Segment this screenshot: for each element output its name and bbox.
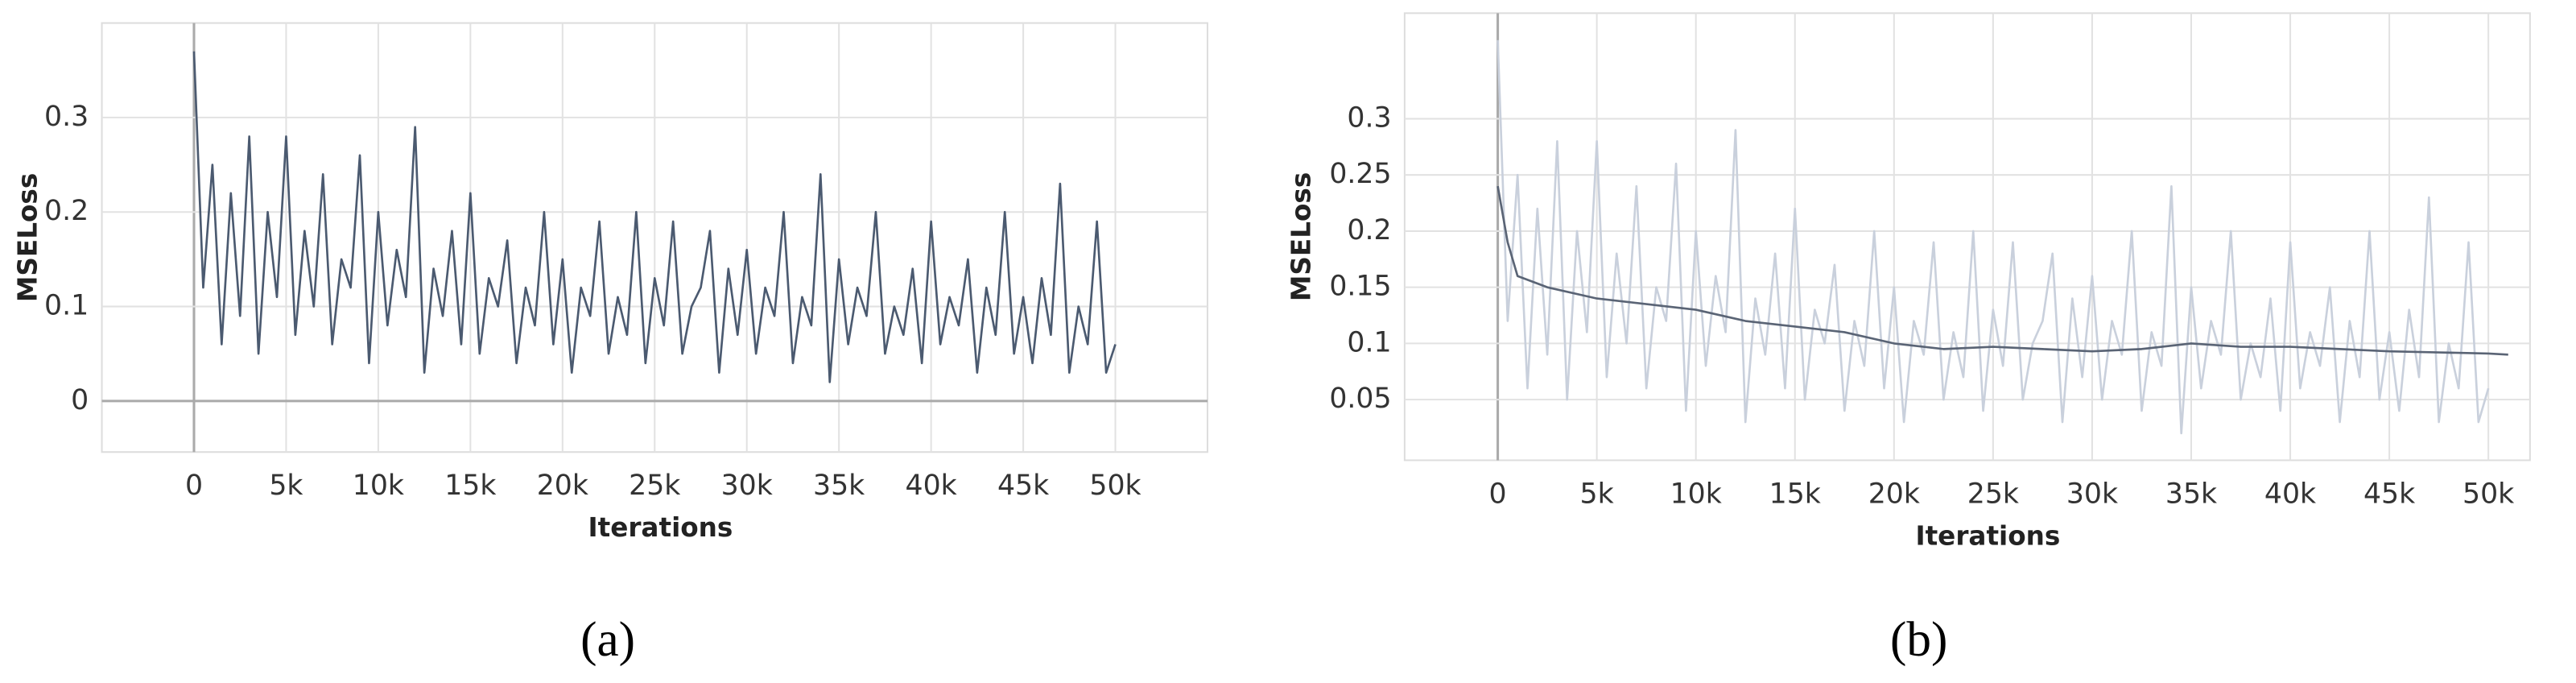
x-tick-label: 30k xyxy=(721,470,773,502)
y-tick-label: 0.3 xyxy=(44,101,89,133)
x-tick-label: 20k xyxy=(1868,478,1920,510)
y-tick-label: 0.05 xyxy=(1329,383,1391,415)
caption: (b) xyxy=(1890,612,1947,667)
x-tick-label: 35k xyxy=(2165,478,2217,510)
y-tick-label: 0.2 xyxy=(44,195,89,227)
x-tick-label: 35k xyxy=(813,470,865,502)
x-tick-label: 40k xyxy=(2264,478,2316,510)
y-tick-label: 0.15 xyxy=(1329,271,1391,303)
x-axis-label: Iterations xyxy=(1915,520,2060,551)
x-tick-label: 50k xyxy=(1089,470,1141,502)
x-tick-label: 5k xyxy=(1580,478,1614,510)
x-tick-label: 10k xyxy=(1670,478,1722,510)
y-tick-label: 0.1 xyxy=(1347,326,1391,358)
loss-line xyxy=(1496,185,2508,356)
x-tick-label: 25k xyxy=(1967,478,2019,510)
caption: (a) xyxy=(580,612,635,667)
x-tick-label: 5k xyxy=(269,470,303,502)
y-tick-label: 0 xyxy=(71,384,89,416)
y-tick-label: 0.3 xyxy=(1347,101,1391,134)
loss-line xyxy=(1496,39,2490,435)
y-axis-label: MSELoss xyxy=(1286,172,1316,301)
x-tick-label: 10k xyxy=(353,470,404,502)
y-tick-label: 0.2 xyxy=(1347,214,1391,246)
x-tick-label: 50k xyxy=(2462,478,2514,510)
x-tick-label: 45k xyxy=(2363,478,2415,510)
x-axis-label: Iterations xyxy=(588,512,733,543)
plot-frame xyxy=(1403,12,2531,462)
x-tick-label: 15k xyxy=(1769,478,1821,510)
x-tick-label: 30k xyxy=(2066,478,2118,510)
x-tick-label: 0 xyxy=(1489,478,1507,510)
x-tick-label: 45k xyxy=(997,470,1049,502)
x-tick-label: 0 xyxy=(185,470,203,502)
x-tick-label: 15k xyxy=(444,470,496,502)
y-tick-label: 0.1 xyxy=(44,290,89,322)
loss-line xyxy=(192,51,1117,383)
x-tick-label: 20k xyxy=(537,470,588,502)
x-tick-label: 40k xyxy=(906,470,957,502)
y-tick-label: 0.25 xyxy=(1329,158,1391,190)
y-axis-label: MSELoss xyxy=(13,173,43,302)
x-tick-label: 25k xyxy=(629,470,680,502)
